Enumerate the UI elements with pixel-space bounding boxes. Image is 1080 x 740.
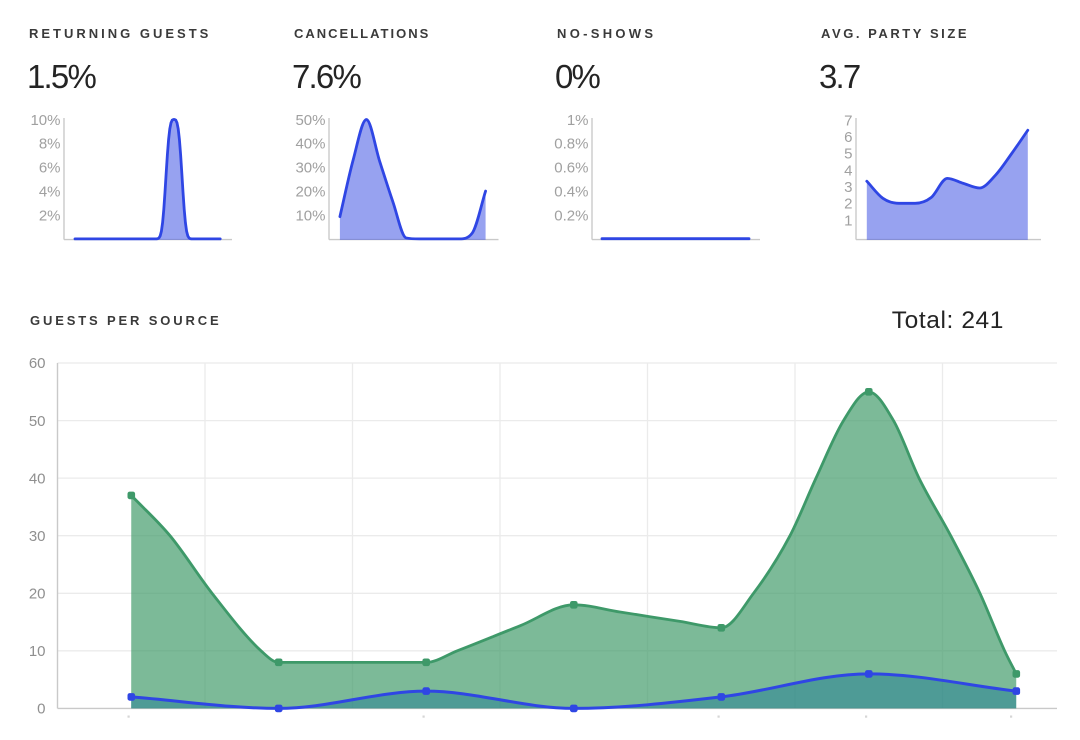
svg-text:10%: 10%: [295, 208, 325, 225]
svg-text:50: 50: [29, 413, 46, 430]
svg-text:30%: 30%: [295, 160, 325, 177]
svg-text:20: 20: [29, 586, 46, 603]
svg-text:2: 2: [844, 196, 852, 213]
svg-text:2%: 2%: [39, 208, 61, 225]
svg-text:0.4%: 0.4%: [554, 184, 588, 201]
svg-text:0.6%: 0.6%: [554, 160, 588, 177]
svg-text:30: 30: [29, 528, 46, 545]
svg-text:0.2%: 0.2%: [554, 208, 588, 225]
svg-text:20%: 20%: [295, 184, 325, 201]
svg-text:40%: 40%: [295, 136, 325, 153]
svg-text:7: 7: [844, 113, 852, 130]
svg-text:1%: 1%: [567, 112, 589, 129]
svg-text:4%: 4%: [39, 184, 61, 201]
svg-text:0: 0: [37, 701, 45, 718]
svg-text:10: 10: [29, 643, 46, 660]
svg-text:60: 60: [29, 355, 46, 372]
svg-text:1: 1: [844, 212, 852, 229]
svg-text:10%: 10%: [30, 112, 60, 129]
svg-text:0.8%: 0.8%: [554, 136, 588, 153]
svg-text:4: 4: [844, 162, 852, 179]
svg-text:6: 6: [844, 129, 852, 146]
svg-text:40: 40: [29, 470, 46, 487]
svg-text:8%: 8%: [39, 136, 61, 153]
svg-text:6%: 6%: [39, 160, 61, 177]
svg-text:5: 5: [844, 146, 852, 163]
svg-text:50%: 50%: [295, 112, 325, 129]
svg-text:3: 3: [844, 179, 852, 196]
